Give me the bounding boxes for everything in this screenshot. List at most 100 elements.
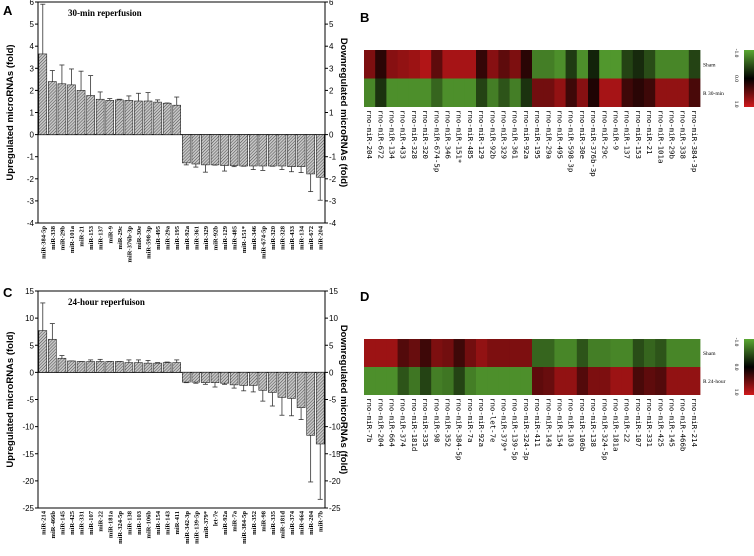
bar [258, 372, 268, 391]
bar [95, 361, 105, 373]
x-tick-label: miR-92b [212, 226, 219, 251]
heatmap-cell [509, 367, 522, 395]
heatmap-column-label: rno-miR-195 [533, 110, 542, 159]
x-tick-label: miR-664 [299, 510, 306, 535]
y-axis-label-right: Downregulated microRNAs (fold) [338, 325, 349, 474]
heatmap-cell [431, 339, 443, 367]
heatmap-column-label: rno-miR-154 [556, 398, 565, 447]
x-tick-label: miR-324-5p [117, 511, 124, 544]
heatmap-column-label: rno-miR-151* [455, 110, 464, 163]
y-tick-label-right: -20 [329, 477, 341, 486]
heatmap-cell [554, 367, 566, 395]
x-tick-label: miR-92a [184, 225, 191, 250]
bar [287, 372, 296, 399]
heatmap-cell [420, 367, 432, 395]
bar [239, 372, 248, 386]
heatmap-cell [677, 78, 690, 107]
bar [277, 134, 287, 167]
heatmap-cell [543, 367, 555, 395]
heatmap-column-label: rno-miR-137 [623, 110, 632, 159]
bar [182, 134, 191, 164]
x-tick-label: miR-7b [318, 511, 325, 532]
x-tick-label: miR-466b [50, 511, 57, 539]
heatmap-column-label: rno-miR-92b [488, 110, 497, 159]
heatmap-cell [397, 50, 410, 79]
y-tick-label-right: 3 [329, 64, 334, 73]
x-tick-label: miR-346 [251, 225, 258, 250]
heatmap-cell [442, 78, 454, 107]
heatmap-cell [610, 50, 622, 79]
heatmap-cell [364, 78, 376, 107]
heatmap-cell [532, 339, 544, 367]
bar [115, 99, 124, 135]
heatmap-column-label: rno-miR-107 [634, 398, 643, 447]
heatmap-cell [364, 339, 376, 367]
heatmap-cell [397, 367, 410, 395]
heatmap-row-label: R 30-min [703, 91, 724, 97]
x-tick-label: miR-425 [69, 510, 76, 535]
x-tick-label: miR-379* [203, 511, 210, 538]
heatmap-cell [408, 78, 421, 107]
heatmap-cell [453, 367, 466, 395]
y-tick-label-left: 0 [30, 368, 35, 377]
heatmap-column-label: rno-miR-346 [444, 110, 453, 159]
heatmap-cell [532, 78, 544, 107]
heatmap-column-label: rno-miR-352 [444, 398, 453, 447]
heatmap-cell [666, 50, 678, 79]
y-axis-label-right: Downregulated microRNAs (fold) [338, 38, 349, 187]
x-tick-label: miR-338 [50, 225, 57, 250]
heatmap-cell [397, 78, 410, 107]
bar [229, 134, 239, 166]
color-scale-tick: 0.0 [733, 364, 739, 371]
heatmap-cell [588, 367, 600, 395]
heatmap-cell [442, 367, 454, 395]
heatmap-column-label: rno-miR-335 [421, 398, 430, 447]
heatmap-cell [576, 367, 589, 395]
heatmap-column-label: rno-miR-143 [544, 398, 553, 447]
y-tick-label-left: -1 [27, 153, 35, 162]
x-tick-label: miR-7a [232, 510, 239, 531]
heatmap-cell [554, 339, 566, 367]
heatmap-cell [375, 50, 387, 79]
bar [191, 134, 201, 165]
heatmap-cell [420, 50, 432, 79]
bar [258, 134, 268, 167]
heatmap-column-label: rno-miR-379* [500, 398, 509, 451]
x-tick-label: miR-101a [69, 225, 76, 253]
bar [172, 362, 182, 373]
heatmap-cell [408, 339, 421, 367]
heatmap-column-label: rno-miR-101a [656, 110, 665, 163]
heatmap-cell [487, 50, 499, 79]
heatmap-column-label: rno-miR-7a [466, 398, 475, 443]
x-tick-label: miR-145 [59, 510, 66, 535]
color-scale-bar [744, 339, 754, 395]
heatmap-cell [431, 367, 443, 395]
chart-title: 30-min reperfusion [68, 8, 142, 18]
x-tick-label: miR-92a [222, 510, 229, 535]
y-tick-label-right: 4 [329, 42, 334, 51]
heatmap-cell [520, 50, 533, 79]
heatmap-cell [375, 78, 387, 107]
heatmap-row-label: R 24-hour [703, 379, 726, 385]
y-tick-label-right: -1 [329, 153, 337, 162]
heatmap-cell [375, 339, 387, 367]
y-tick-label-right: 0 [329, 368, 334, 377]
x-tick-label: miR-106b [146, 511, 153, 539]
heatmap-column-label: rno-miR-204 [365, 110, 374, 159]
heatmap-cell [498, 78, 510, 107]
heatmap-cell [632, 367, 645, 395]
bar [48, 338, 57, 373]
heatmap-column-label: rno-miR-338 [679, 110, 688, 159]
y-tick-label-right: -2 [329, 175, 337, 184]
bar [201, 372, 210, 383]
heatmap-column-label: rno-miR-214 [690, 398, 699, 447]
x-tick-label: miR-204 [318, 225, 325, 250]
heatmap-cell [644, 339, 656, 367]
heatmap-cell [386, 339, 398, 367]
heatmap-cell [498, 367, 510, 395]
bar [38, 53, 48, 135]
heatmap-cell [576, 50, 589, 79]
heatmap-cell [565, 50, 578, 79]
heatmap-column-label: rno-miR-433 [399, 110, 408, 159]
heatmap-column-label: rno-miR-324-5p [600, 398, 609, 460]
